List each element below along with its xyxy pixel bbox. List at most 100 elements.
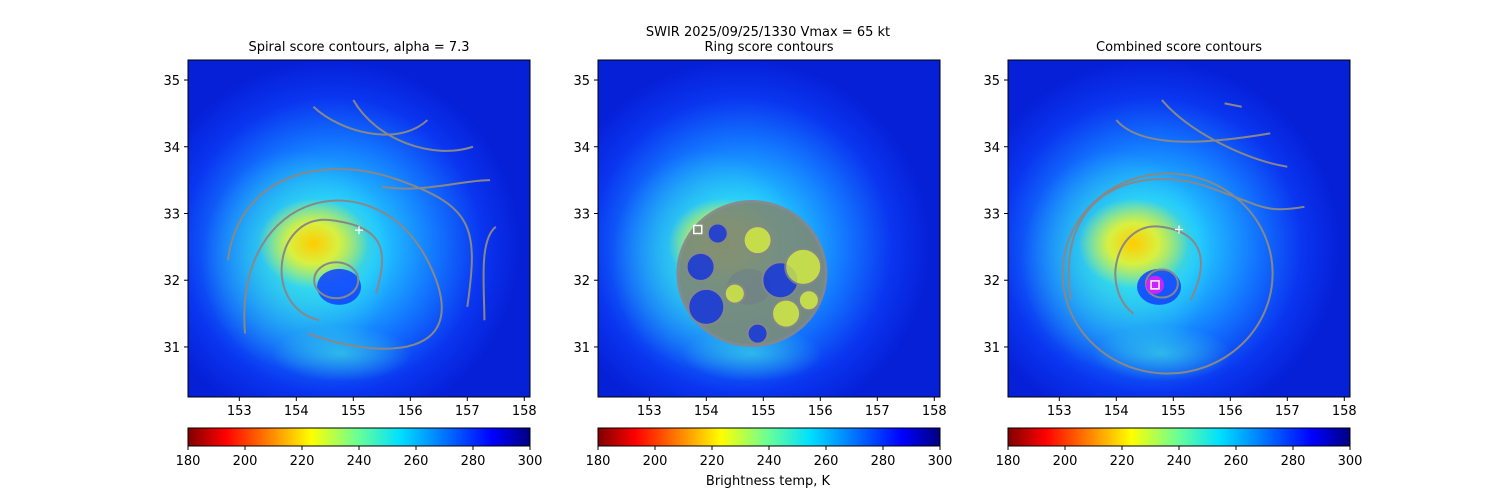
x-tick-label: 155 — [751, 404, 776, 419]
colorbar-tick-label: 200 — [1053, 454, 1078, 469]
contour-line — [381, 179, 491, 190]
colorbar-tick-label: 280 — [871, 454, 896, 469]
colorbar-tick-label: 280 — [1281, 454, 1306, 469]
contour-line — [1115, 119, 1271, 143]
contours — [676, 200, 828, 348]
y-tick-label: 32 — [573, 274, 590, 289]
colorbar-label: Brightness temp, K — [706, 474, 831, 489]
y-tick-label: 31 — [573, 341, 590, 356]
contour-line — [1224, 102, 1242, 108]
colorbar-tick-label: 260 — [1224, 454, 1249, 469]
colorbar-tick-label: 240 — [347, 454, 372, 469]
y-tick-label: 31 — [163, 341, 180, 356]
colorbar-tick-label: 260 — [814, 454, 839, 469]
contour-line — [482, 226, 497, 321]
panel-1: Spiral score contours, alpha = 7.3 153 154… — [163, 40, 542, 469]
y-tick-label: 32 — [163, 274, 180, 289]
y-tick-label: 34 — [163, 141, 180, 156]
x-tick-label: 154 — [694, 404, 719, 419]
axes-frame — [1007, 59, 1351, 398]
x-tick-label: 153 — [637, 404, 662, 419]
colorbar-tick-label: 240 — [757, 454, 782, 469]
colorbar-tick-label: 220 — [700, 454, 725, 469]
x-tick-label: 158 — [1332, 404, 1357, 419]
contour-line — [1144, 268, 1179, 299]
contour-speckle — [706, 222, 729, 245]
colorbar-tick-label: 220 — [1110, 454, 1135, 469]
colorbar-tick-label: 180 — [176, 454, 201, 469]
x-tick-label: 153 — [227, 404, 252, 419]
x-tick-label: 156 — [808, 404, 833, 419]
contour-line — [226, 168, 473, 308]
y-tick-label: 34 — [573, 141, 590, 156]
colorbar-tick-label: 180 — [586, 454, 611, 469]
contour-line — [243, 199, 443, 350]
y-tick-label: 34 — [983, 141, 1000, 156]
y-tick-label: 33 — [983, 207, 1000, 222]
contour-speckle — [746, 322, 769, 345]
contour-speckle — [723, 282, 746, 305]
contour-line — [1161, 99, 1288, 168]
ring-contour-cluster — [676, 200, 828, 348]
y-tick-label: 32 — [983, 274, 1000, 289]
x-tick-label: 158 — [512, 404, 537, 419]
x-tick-label: 155 — [1161, 404, 1186, 419]
x-tick-label: 157 — [1275, 404, 1300, 419]
contour-line — [313, 261, 360, 300]
y-tick-label: 35 — [573, 74, 590, 89]
x-tick-label: 154 — [1104, 404, 1129, 419]
contour-speckle — [687, 287, 726, 326]
y-tick-label: 33 — [163, 207, 180, 222]
colorbar-tick-label: 220 — [290, 454, 315, 469]
contours — [226, 99, 497, 350]
colorbar — [187, 427, 531, 447]
panel-title: Ring score contours — [704, 40, 833, 55]
contour-line — [352, 99, 474, 152]
panel-title: Combined score contours — [1096, 40, 1262, 55]
x-tick-label: 156 — [1218, 404, 1243, 419]
colorbar-tick-label: 260 — [404, 454, 429, 469]
colorbar-tick-label: 200 — [233, 454, 258, 469]
contour-speckle — [771, 298, 802, 329]
x-tick-label: 155 — [341, 404, 366, 419]
contour-line — [280, 219, 384, 322]
colorbar-tick-label: 180 — [996, 454, 1021, 469]
colorbar-tick-label: 200 — [643, 454, 668, 469]
contour-speckle — [742, 225, 773, 256]
colorbar-tick-label: 300 — [518, 454, 543, 469]
x-tick-label: 157 — [455, 404, 480, 419]
contour-line — [1067, 178, 1305, 301]
contour-line — [1114, 225, 1202, 315]
center-blob — [1146, 275, 1165, 294]
panel-2: Ring score contours 153 154 155 156 157 158 31 3… — [573, 40, 952, 469]
contour-line — [312, 105, 429, 136]
suptitle: SWIR 2025/09/25/1330 Vmax = 65 kt — [646, 25, 890, 40]
panel-title: Spiral score contours, alpha = 7.3 — [248, 40, 469, 55]
contour-line — [1061, 172, 1274, 375]
center-cross-marker — [1175, 225, 1183, 234]
panel-3: Combined score contours 153 154 155 156 157 15… — [983, 40, 1362, 469]
x-tick-label: 154 — [284, 404, 309, 419]
contour-speckle — [797, 289, 820, 312]
y-tick-label: 35 — [163, 74, 180, 89]
x-tick-label: 157 — [865, 404, 890, 419]
colorbar — [597, 427, 941, 447]
y-tick-label: 33 — [573, 207, 590, 222]
colorbar — [1007, 427, 1351, 447]
center-cross-marker — [355, 226, 363, 235]
colorbar-tick-label: 300 — [1338, 454, 1363, 469]
y-tick-label: 35 — [983, 74, 1000, 89]
contour-speckle — [685, 251, 716, 282]
axes-frame — [597, 59, 941, 398]
y-tick-label: 31 — [983, 341, 1000, 356]
axes-frame — [187, 59, 531, 398]
colorbar-tick-label: 280 — [461, 454, 486, 469]
x-tick-label: 156 — [398, 404, 423, 419]
x-tick-label: 153 — [1047, 404, 1072, 419]
x-tick-label: 158 — [922, 404, 947, 419]
center-square-marker — [1150, 280, 1160, 290]
center-square-marker — [693, 224, 703, 235]
panels: Spiral score contours, alpha = 7.3 153 154… — [163, 40, 1362, 469]
contour-speckle — [784, 247, 823, 286]
